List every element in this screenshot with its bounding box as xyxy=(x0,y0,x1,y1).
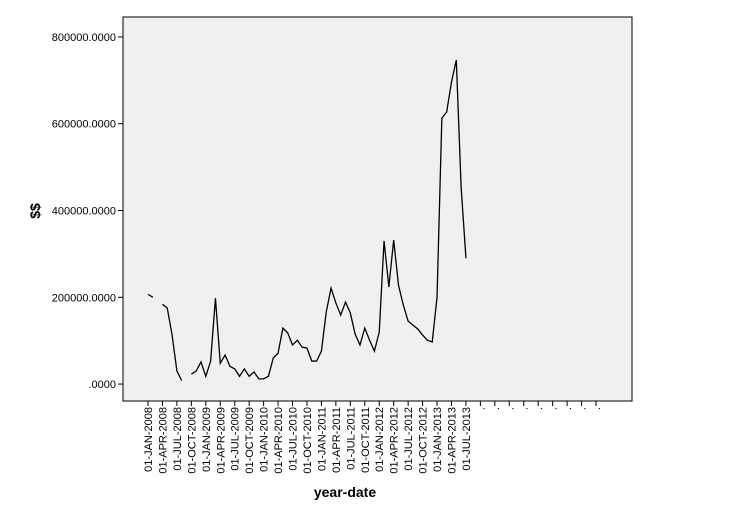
x-axis-title: year-date xyxy=(314,484,376,500)
data-line xyxy=(147,59,467,381)
x-tick-label: . xyxy=(490,407,502,410)
y-axis-title: $$ xyxy=(27,203,43,219)
y-tick-label: .0000 xyxy=(88,379,116,391)
x-tick-label: 01-OCT-2010 xyxy=(302,407,314,474)
y-tick-label: 200000.0000 xyxy=(52,292,116,304)
x-tick-label: 01-APR-2011 xyxy=(331,407,343,473)
x-tick-label: . xyxy=(591,407,603,410)
x-tick-label: . xyxy=(533,407,545,410)
x-tick-label: 01-JUL-2011 xyxy=(345,407,357,470)
y-tick-label: 400000.0000 xyxy=(52,206,116,218)
x-tick-label: 01-JAN-2011 xyxy=(316,407,328,471)
plot-area xyxy=(122,16,633,402)
x-tick-label: . xyxy=(475,407,487,410)
x-tick-label: 01-APR-2009 xyxy=(215,407,227,474)
x-tick-label: . xyxy=(504,407,516,410)
x-tick-label: 01-OCT-2009 xyxy=(244,407,256,474)
y-tick-label: 800000.0000 xyxy=(52,32,116,44)
x-tick-label: 01-OCT-2011 xyxy=(360,407,372,473)
x-tick-label: 01-JUL-2009 xyxy=(230,407,242,471)
x-tick-label: 01-JAN-2009 xyxy=(201,407,213,472)
x-tick-label: 01-OCT-2012 xyxy=(418,407,430,474)
x-tick-label: 01-OCT-2008 xyxy=(186,407,198,474)
y-tick-label: 600000.0000 xyxy=(52,119,116,131)
x-tick-label: 01-JAN-2012 xyxy=(374,407,386,472)
x-tick-label: 01-JUL-2010 xyxy=(288,407,300,471)
x-tick-label: . xyxy=(548,407,560,410)
x-tick-label: 01-JUL-2013 xyxy=(461,407,473,471)
x-tick-label: . xyxy=(562,407,574,410)
x-tick-label: 01-JUL-2012 xyxy=(403,407,415,471)
x-tick-label: 01-JUL-2008 xyxy=(172,407,184,471)
x-tick-label: 01-APR-2012 xyxy=(389,407,401,474)
x-tick-label: 01-APR-2010 xyxy=(273,407,285,474)
x-tick-label: 01-JAN-2008 xyxy=(143,407,155,472)
x-tick-label: 01-APR-2008 xyxy=(157,407,169,474)
x-tick-label: 01-JAN-2013 xyxy=(432,407,444,472)
x-tick-label: 01-JAN-2010 xyxy=(259,407,271,472)
x-tick-label: . xyxy=(519,407,531,410)
x-tick-label: . xyxy=(577,407,589,410)
x-tick-label: 01-APR-2013 xyxy=(446,407,458,474)
